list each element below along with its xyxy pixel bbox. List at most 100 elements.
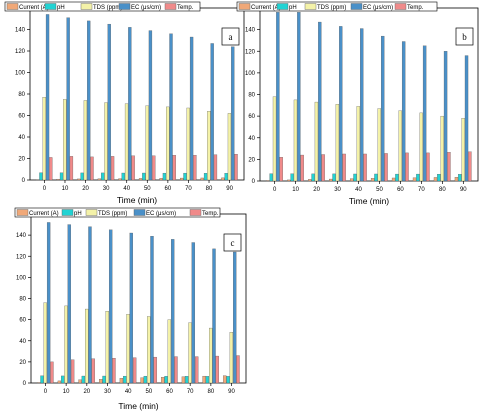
bar-temp--0: [279, 157, 283, 182]
bar-tds-ppm--0: [272, 96, 277, 182]
legend-entry: Temp.: [407, 5, 424, 11]
y-tick-label: 60: [19, 318, 26, 324]
legend-swatch: [304, 3, 317, 10]
bar-current-a--0: [37, 382, 41, 384]
y-tick-label: 100: [16, 275, 27, 281]
panel-label: a: [229, 32, 233, 42]
bar-temp--0: [50, 361, 54, 384]
x-tick-label: 60: [165, 186, 172, 192]
legend-entry: Temp.: [202, 211, 219, 217]
bar-ph-30: [332, 173, 336, 182]
bar-current-a--30: [329, 178, 333, 182]
bar-ph-20: [81, 375, 86, 384]
legend-swatch: [118, 3, 131, 10]
bar-ph-80: [205, 376, 210, 384]
bar-temp--90: [234, 154, 238, 181]
y-tick-label: 40: [18, 135, 25, 141]
bar-current-a--80: [200, 177, 204, 181]
bar-tds-ppm--40: [356, 106, 361, 182]
bar-temp--40: [132, 357, 137, 384]
bar-ph-60: [162, 172, 167, 181]
bar-current-a--0: [266, 180, 270, 182]
bar-current-a--20: [308, 179, 312, 182]
panel-label-box: [223, 233, 242, 252]
bar-temp--0: [49, 157, 53, 181]
x-tick-label: 70: [187, 389, 194, 395]
bar-ph-10: [290, 173, 294, 182]
bar-current-a--10: [57, 380, 62, 384]
legend-entry: Current (A): [19, 5, 49, 11]
legend-box: [4, 1, 201, 12]
bar-tds-ppm--70: [419, 112, 423, 182]
bar-tds-ppm--80: [207, 111, 211, 181]
y-tick-label: 40: [19, 339, 26, 345]
bar-ec-s-cm--70: [191, 242, 195, 384]
bar-ph-40: [353, 173, 357, 182]
x-tick-label: 10: [292, 187, 299, 193]
bar-current-a--30: [99, 379, 103, 384]
y-tick-label: 60: [18, 114, 25, 120]
y-tick-label: 80: [18, 92, 25, 98]
bar-ph-0: [39, 172, 43, 181]
bar-ec-s-cm--50: [381, 35, 385, 182]
y-tick-label: 140: [15, 28, 26, 34]
bar-tds-ppm--20: [314, 101, 319, 182]
bar-temp--80: [447, 152, 451, 182]
bar-ec-s-cm--70: [422, 45, 427, 182]
bar-ec-s-cm--20: [318, 21, 322, 182]
bar-tds-ppm--50: [145, 105, 149, 181]
bar-ec-s-cm--60: [169, 33, 173, 181]
legend-entry: EC (μs/cm): [131, 5, 161, 11]
bar-ec-s-cm--90: [464, 55, 469, 182]
bar-current-a--60: [159, 178, 163, 181]
bar-ph-60: [164, 376, 168, 384]
x-tick-label: 40: [123, 186, 130, 192]
bar-ec-s-cm--90: [233, 251, 237, 384]
bar-current-a--50: [140, 377, 144, 384]
y-tick-label: 120: [245, 49, 256, 55]
chart-panel-b: 0204060801001201401600102030405060708090…: [236, 1, 479, 206]
bar-tds-ppm--30: [104, 102, 108, 181]
bar-ph-70: [185, 376, 189, 384]
legend-entry: pH: [57, 5, 65, 11]
bar-ec-s-cm--40: [128, 27, 132, 181]
x-tick-label: 20: [82, 186, 89, 192]
x-tick-label: 20: [83, 389, 90, 395]
bar-current-a--90: [223, 375, 227, 384]
x-tick-label: 90: [226, 186, 233, 192]
bar-tds-ppm--30: [335, 104, 340, 182]
x-tick-label: 40: [355, 187, 362, 193]
bar-temp--60: [172, 155, 176, 181]
bar-ec-s-cm--50: [148, 30, 153, 181]
bar-tds-ppm--20: [83, 100, 88, 181]
bar-tds-ppm--10: [64, 305, 68, 384]
bar-ec-s-cm--10: [297, 12, 301, 182]
bar-current-a--70: [412, 177, 417, 182]
legend-entry: TDS (ppm): [93, 5, 122, 11]
bar-temp--10: [300, 154, 304, 182]
x-tick-label: 0: [44, 389, 48, 395]
bar-tds-ppm--80: [440, 115, 444, 182]
legend-entry: Current (A): [251, 5, 281, 11]
bar-ph-30: [102, 375, 106, 384]
panel-label: c: [231, 238, 235, 248]
x-tick-label: 90: [228, 389, 235, 395]
bar-ph-80: [437, 174, 441, 182]
bar-tds-ppm--10: [293, 99, 298, 182]
bar-ec-s-cm--10: [66, 17, 70, 181]
bar-temp--40: [131, 155, 135, 181]
legend-swatch: [394, 3, 407, 10]
bar-temp--50: [153, 356, 157, 384]
bar-ec-s-cm--90: [231, 46, 235, 181]
legend-swatch: [44, 3, 57, 10]
bar-temp--80: [213, 154, 218, 181]
bar-tds-ppm--10: [63, 99, 67, 181]
bar-ec-s-cm--80: [210, 43, 214, 181]
bar-tds-ppm--60: [398, 110, 402, 182]
legend-swatch: [85, 209, 98, 216]
legend-entry: Temp.: [177, 5, 194, 11]
bar-current-a--90: [454, 177, 459, 182]
chart-panel-a: 0204060801001201401600102030405060708090…: [4, 1, 245, 205]
bar-ph-60: [395, 173, 399, 182]
legend-entry: EC (μs/cm): [363, 5, 393, 11]
